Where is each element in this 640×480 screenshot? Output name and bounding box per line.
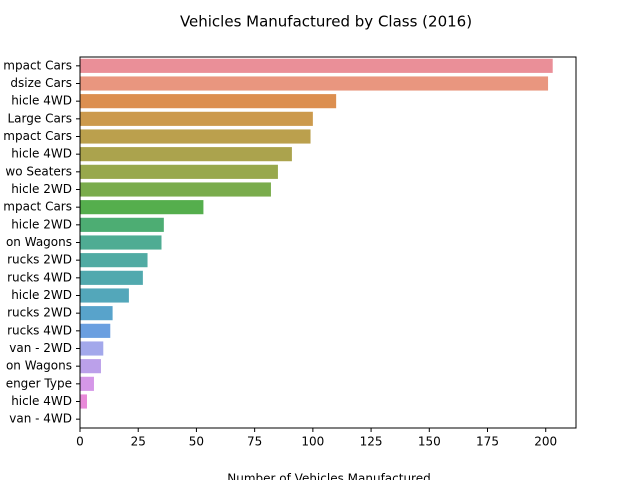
- bar: [80, 58, 553, 73]
- x-tick-label: 175: [476, 435, 499, 449]
- bar: [80, 111, 313, 126]
- x-tick-label: 125: [360, 435, 383, 449]
- bar: [80, 200, 204, 215]
- y-tick-label: hicle 4WD: [11, 147, 72, 161]
- bar: [80, 147, 292, 162]
- bar: [80, 323, 111, 338]
- x-tick-label: 25: [131, 435, 146, 449]
- bar: [80, 359, 101, 374]
- y-tick-label: rucks 2WD: [7, 306, 72, 320]
- x-axis-label: Number of Vehicles Manufactured: [227, 472, 430, 480]
- y-tick-label: on Wagons: [6, 359, 72, 373]
- y-tick-label: van - 4WD: [9, 412, 72, 426]
- y-tick-label: on Wagons: [6, 235, 72, 249]
- bar: [80, 76, 549, 91]
- y-tick-label: hicle 4WD: [11, 394, 72, 408]
- y-tick-label: hicle 2WD: [11, 217, 72, 231]
- bar: [80, 164, 278, 179]
- x-tick-label: 150: [418, 435, 441, 449]
- x-tick-label: 50: [189, 435, 204, 449]
- y-tick-label: van - 2WD: [9, 341, 72, 355]
- y-tick-label: dsize Cars: [10, 76, 72, 90]
- bar: [80, 235, 162, 250]
- bar: [80, 394, 87, 409]
- x-tick-label: 200: [534, 435, 557, 449]
- chart-title: Vehicles Manufactured by Class (2016): [180, 13, 472, 31]
- y-tick-label: rucks 4WD: [7, 270, 72, 284]
- bar: [80, 376, 94, 391]
- y-tick-label: hicle 4WD: [11, 94, 72, 108]
- y-tick-label: mpact Cars: [3, 200, 72, 214]
- y-tick-label: enger Type: [6, 376, 72, 390]
- y-tick-label: Large Cars: [8, 111, 73, 125]
- y-tick-label: rucks 2WD: [7, 253, 72, 267]
- y-tick-label: hicle 2WD: [11, 182, 72, 196]
- bar: [80, 129, 311, 144]
- bar: [80, 341, 104, 356]
- bar: [80, 94, 337, 109]
- x-tick-label: 75: [247, 435, 262, 449]
- bar: [80, 288, 129, 303]
- x-tick-label: 100: [301, 435, 324, 449]
- y-tick-label: mpact Cars: [3, 58, 72, 72]
- y-tick-label: mpact Cars: [3, 129, 72, 143]
- bar: [80, 306, 113, 321]
- y-tick-label: wo Seaters: [5, 164, 72, 178]
- bar: [80, 217, 164, 232]
- x-tick-label: 0: [76, 435, 84, 449]
- bar: [80, 182, 271, 197]
- plot-frame: [79, 56, 577, 429]
- y-tick-label: hicle 2WD: [11, 288, 72, 302]
- y-tick-label: rucks 4WD: [7, 323, 72, 337]
- bar: [80, 253, 148, 268]
- bar: [80, 270, 143, 285]
